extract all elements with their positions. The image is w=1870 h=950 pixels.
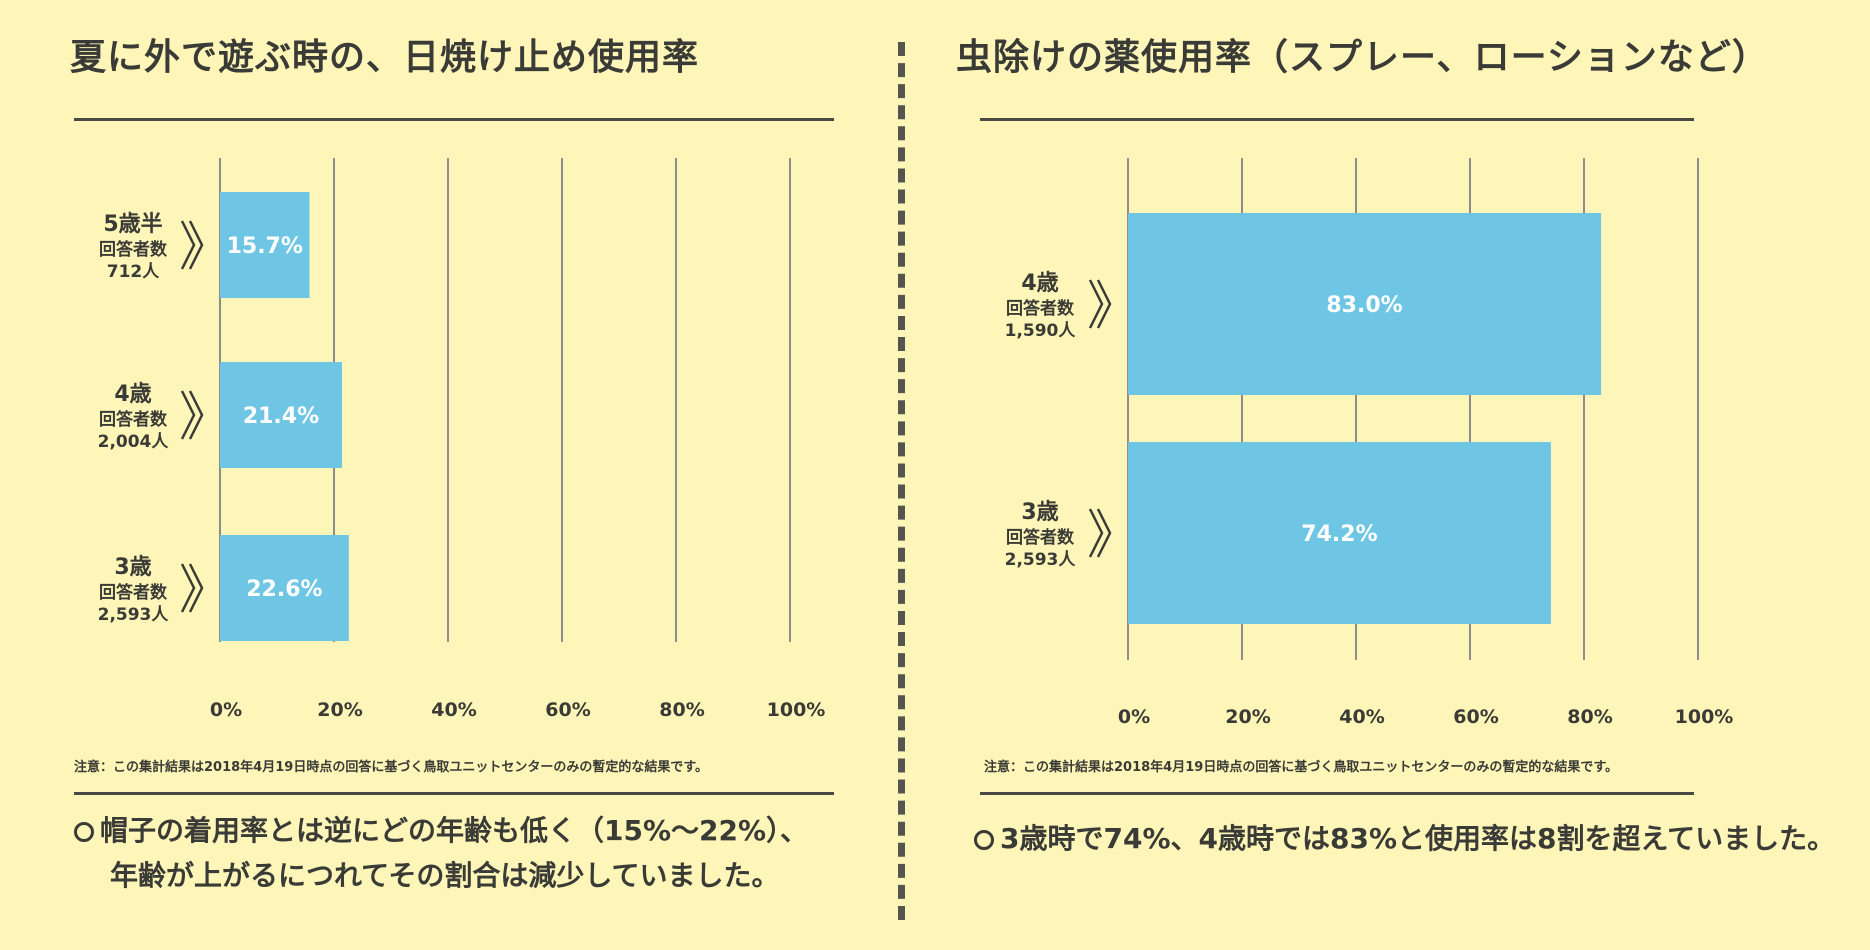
insect-repellent-panel: 虫除けの薬使用率（スプレー、ローションなど） 0% 20% 40% 60% 80% 100… <box>910 0 1870 950</box>
repellent-chart-title: 虫除けの薬使用率（スプレー、ローションなど） <box>956 37 1769 78</box>
category-respondents-count: 2,593人 <box>1005 550 1077 570</box>
bar <box>1128 442 1551 624</box>
double-chevron-icon <box>180 220 204 270</box>
x-tick-label: 60% <box>1453 706 1498 728</box>
title-rule <box>980 118 1694 121</box>
double-chevron-icon <box>1088 508 1112 558</box>
x-tick-label: 20% <box>1225 706 1270 728</box>
note-rule <box>980 792 1694 795</box>
category-respondents-label: 回答者数 <box>1006 527 1075 548</box>
x-tick-label: 40% <box>1339 706 1384 728</box>
x-tick-label: 20% <box>317 699 362 721</box>
repellent-summary: 3歳時で74%、4歳時では83%と使用率は8割を超えていました。 <box>974 816 1835 861</box>
x-tick-label: 0% <box>210 699 242 721</box>
repellent-note: 注意：この集計結果は2018年4月19日時点の回答に基づく鳥取ユニットセンターの… <box>984 760 1619 775</box>
note-rule <box>74 792 834 795</box>
x-tick-label: 0% <box>1118 706 1150 728</box>
circle-bullet-icon <box>974 830 994 850</box>
chevron-stroke <box>188 390 204 440</box>
bar-value-label: 74.2% <box>1301 522 1377 547</box>
category-respondents-count: 1,590人 <box>1005 321 1077 341</box>
chevron-stroke <box>188 563 204 613</box>
bar-value-label: 83.0% <box>1326 293 1402 318</box>
bar <box>220 362 342 468</box>
sunscreen-note: 注意：この集計結果は2018年4月19日時点の回答に基づく鳥取ユニットセンターの… <box>74 760 709 775</box>
category-age-label: 3歳 <box>114 555 151 580</box>
category-respondents-label: 回答者数 <box>1006 298 1075 319</box>
chevron-stroke <box>180 220 196 270</box>
sunscreen-summary-line2: 年齢が上がるにつれてその割合は減少していました。 <box>110 859 780 892</box>
category-age-label: 3歳 <box>1021 500 1058 525</box>
x-tick-label: 80% <box>659 699 704 721</box>
category-respondents-count: 2,004人 <box>98 432 170 452</box>
repellent-summary-line1: 3歳時で74%、4歳時では83%と使用率は8割を超えていました。 <box>1000 822 1836 855</box>
bar-value-label: 21.4% <box>243 404 319 429</box>
chevron-stroke <box>1096 279 1112 329</box>
sunscreen-summary: 帽子の着用率とは逆にどの年齢も低く（15%〜22%）、 年齢が上がるにつれてその… <box>74 808 808 898</box>
double-chevron-icon <box>180 390 204 440</box>
double-chevron-icon <box>1088 279 1112 329</box>
chevron-stroke <box>180 563 196 613</box>
sunscreen-bar-chart: 0% 20% 40% 60% 80% 100%15.7%5歳半回答者数712人21.4%4… <box>98 158 826 721</box>
category-respondents-label: 回答者数 <box>99 409 168 430</box>
chevron-stroke <box>180 390 196 440</box>
double-chevron-icon <box>180 563 204 613</box>
category-respondents-count: 2,593人 <box>98 605 170 625</box>
repellent-bar-chart: 0% 20% 40% 60% 80% 100%83.0%4歳回答者数1,590人74.2%… <box>1005 158 1734 728</box>
x-tick-label: 80% <box>1567 706 1612 728</box>
sunscreen-chart-title: 夏に外で遊ぶ時の、日焼け止め使用率 <box>70 37 700 78</box>
category-respondents-count: 712人 <box>107 262 160 282</box>
bar-value-label: 15.7% <box>227 234 303 259</box>
category-respondents-label: 回答者数 <box>99 239 168 260</box>
bar <box>220 535 349 641</box>
title-rule <box>74 118 834 121</box>
x-tick-label: 100% <box>767 699 826 721</box>
chevron-stroke <box>1096 508 1112 558</box>
category-age-label: 5歳半 <box>103 212 162 237</box>
dashed-divider <box>898 42 905 920</box>
circle-bullet-icon <box>74 822 94 842</box>
bar-value-label: 22.6% <box>246 577 322 602</box>
chevron-stroke <box>1088 279 1104 329</box>
bar <box>220 192 310 298</box>
bar <box>1128 213 1602 395</box>
sunscreen-summary-line1: 帽子の着用率とは逆にどの年齢も低く（15%〜22%）、 <box>100 814 809 847</box>
x-tick-label: 40% <box>431 699 476 721</box>
chevron-stroke <box>1088 508 1104 558</box>
category-age-label: 4歳 <box>114 382 151 407</box>
x-tick-label: 100% <box>1675 706 1734 728</box>
sunscreen-panel: 夏に外で遊ぶ時の、日焼け止め使用率 0% 20% 40% 60% 80% 100% 15.7… <box>0 0 900 950</box>
chevron-stroke <box>188 220 204 270</box>
category-age-label: 4歳 <box>1021 271 1058 296</box>
category-respondents-label: 回答者数 <box>99 582 168 603</box>
x-tick-label: 60% <box>545 699 590 721</box>
